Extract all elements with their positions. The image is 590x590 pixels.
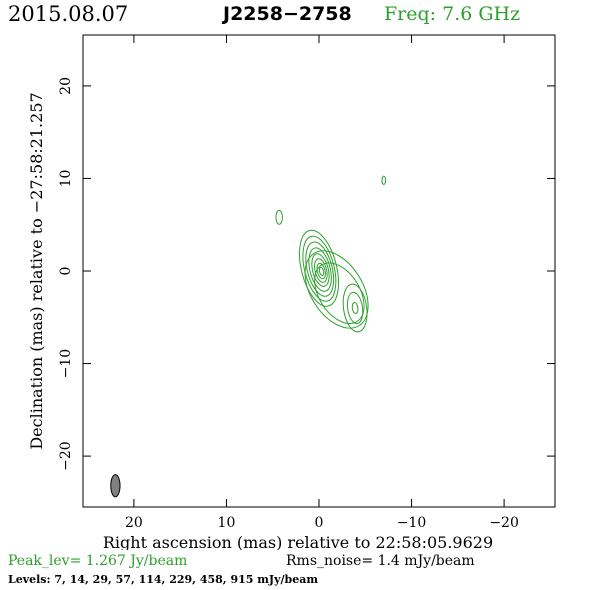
contour-core: [318, 266, 325, 277]
contour-core: [314, 258, 328, 283]
y-axis-label: Declination (mas) relative to −27:58:21.…: [27, 92, 46, 449]
contour-knot: [351, 302, 359, 315]
beam-ellipse: [110, 474, 121, 498]
x-tick-label: −20: [489, 515, 519, 531]
contour-core: [308, 247, 332, 292]
x-tick-label: 20: [125, 515, 143, 531]
contour-bridge: [314, 262, 365, 324]
x-tick-label: 0: [315, 515, 324, 531]
rms-noise: Rms_noise= 1.4 mJy/beam: [286, 553, 475, 569]
x-axis-label: Right ascension (mas) relative to 22:58:…: [103, 533, 493, 550]
observation-date: 2015.08.07: [8, 2, 129, 26]
contour-blob: [381, 175, 387, 185]
x-tick-label: 10: [218, 515, 236, 531]
peak-level: Peak_lev= 1.267 Jy/beam: [8, 553, 188, 569]
contour-blob: [275, 209, 283, 225]
contour-bridge: [304, 250, 369, 329]
contour-levels: Levels: 7, 14, 29, 57, 114, 229, 458, 91…: [8, 573, 318, 586]
contour-core: [305, 241, 335, 297]
x-tick-label: −10: [397, 515, 427, 531]
y-tick-label: 10: [58, 170, 74, 188]
y-tick-labels: 20 10 0 −10 −20: [58, 77, 74, 471]
contour-map: 20 10 0 −10 −20 20 10 0 −10 −20 Right ascension …: [27, 34, 556, 550]
frequency-label: Freq: 7.6 GHz: [384, 3, 521, 25]
y-tick-label: −10: [58, 349, 74, 379]
contour-lines: [275, 175, 387, 333]
y-tick-label: 20: [58, 77, 74, 95]
y-tick-label: 0: [58, 267, 74, 276]
x-tick-labels: 20 10 0 −10 −20: [125, 515, 519, 531]
y-tick-label: −20: [58, 441, 74, 471]
contour-knot: [342, 283, 368, 333]
contour-knot: [346, 291, 364, 325]
contour-core: [316, 262, 326, 280]
source-name: J2258−2758: [223, 3, 352, 25]
axis-ticks: [83, 35, 555, 507]
contour-core: [311, 253, 330, 287]
